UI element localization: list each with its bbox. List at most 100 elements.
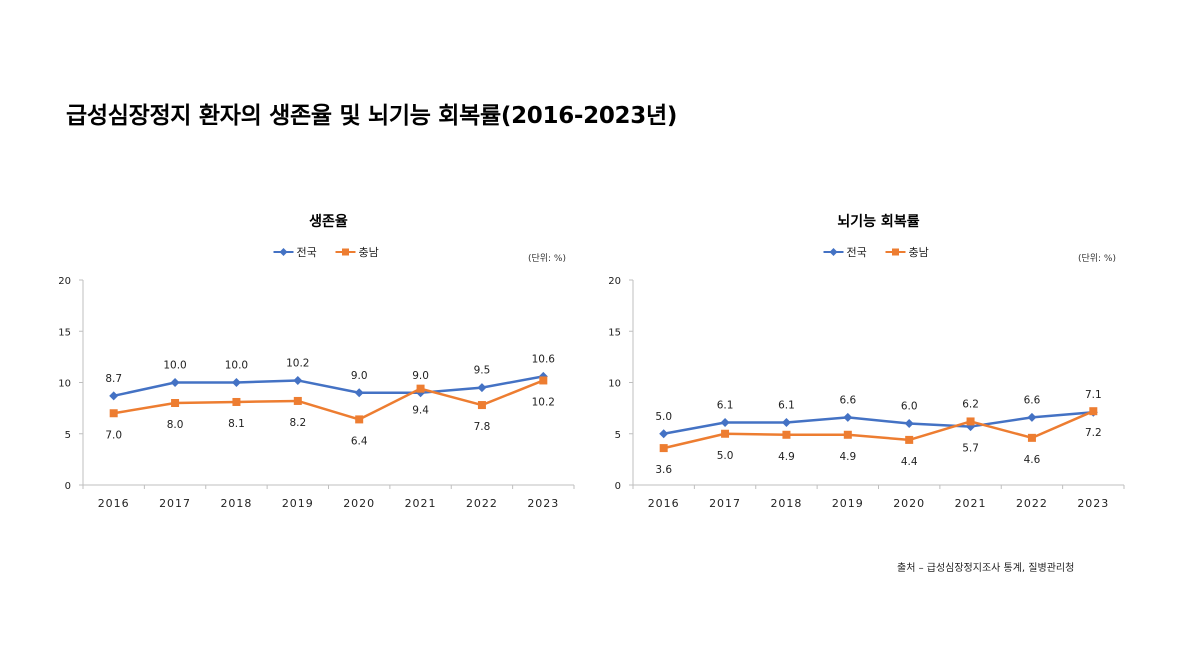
brain-recovery-chart: 뇌기능 회복률 (단위: %) 전국 충남 0 5 10 15 20 2016 2017 2018 20… — [608, 213, 1125, 510]
data-point-national — [170, 378, 180, 387]
data-label-national: 10.2 — [286, 357, 309, 369]
data-point-chungnam — [109, 409, 118, 418]
data-label-national: 5.0 — [655, 411, 672, 423]
page-title: 급성심장정지 환자의 생존율 및 뇌기능 회복률(2016-2023년) — [66, 103, 678, 129]
data-point-national — [904, 419, 914, 428]
data-point-national — [293, 375, 303, 385]
legend-marker-chungnam — [342, 248, 349, 256]
legend-label: 전국 — [297, 246, 317, 259]
x-tick-label: 2022 — [1016, 497, 1048, 510]
data-point-chungnam — [171, 399, 180, 407]
legend-marker-national — [279, 248, 288, 256]
x-tick-label: 2022 — [466, 497, 498, 510]
legend-label: 충남 — [909, 246, 929, 259]
data-point-national — [843, 412, 853, 422]
data-point-chungnam — [1027, 433, 1036, 442]
data-point-national — [1027, 412, 1037, 422]
x-tick-label: 2020 — [343, 497, 375, 510]
data-label-chungnam: 5.0 — [717, 450, 734, 462]
source-note: 출처 – 급성심장정지조사 통계, 질병관리청 — [897, 563, 1075, 574]
data-point-national — [659, 429, 669, 439]
series-line-chungnam — [663, 410, 1094, 450]
y-tick-label: 15 — [58, 327, 71, 338]
data-label-chungnam: 7.0 — [105, 429, 122, 441]
data-point-national — [720, 417, 730, 427]
survival-rate-chart: 생존율 (단위: %) 전국 충남 0 5 10 15 20 2016 2017 2018 2019 20… — [58, 213, 575, 510]
x-tick-label: 2021 — [955, 497, 987, 510]
y-tick-label: 20 — [58, 276, 71, 287]
x-tick-label: 2018 — [220, 497, 252, 510]
y-tick-label: 15 — [608, 327, 621, 338]
legend-marker-national — [829, 248, 838, 256]
data-point-chungnam — [659, 444, 668, 453]
data-label-chungnam: 6.2 — [962, 398, 979, 410]
data-label-chungnam: 4.4 — [901, 456, 918, 468]
y-tick-label: 10 — [608, 379, 621, 390]
x-tick-label: 2023 — [1077, 497, 1109, 510]
legend-marker-chungnam — [892, 248, 899, 256]
x-tick-label: 2021 — [405, 497, 437, 510]
data-point-chungnam — [477, 401, 486, 410]
data-label-national: 6.0 — [901, 401, 918, 413]
data-label-national: 6.6 — [1024, 394, 1041, 406]
data-label-national: 5.7 — [962, 443, 979, 455]
legend-label: 전국 — [847, 246, 867, 259]
data-point-national — [109, 391, 119, 401]
data-label-national: 9.0 — [351, 370, 368, 382]
y-tick-label: 20 — [608, 276, 621, 287]
y-tick-label: 0 — [615, 481, 621, 492]
x-tick-label: 2016 — [648, 497, 680, 510]
data-label-chungnam: 8.0 — [167, 419, 184, 431]
unit-note: (단위: %) — [528, 253, 566, 264]
data-label-national: 6.1 — [778, 399, 795, 411]
data-label-national: 8.7 — [105, 373, 122, 385]
data-label-national: 6.1 — [717, 399, 734, 411]
data-label-chungnam: 6.4 — [351, 435, 368, 447]
data-point-chungnam — [721, 429, 730, 438]
x-tick-label: 2023 — [527, 497, 559, 510]
chart-title: 생존율 — [309, 213, 348, 230]
y-tick-label: 5 — [65, 430, 71, 441]
x-tick-label: 2017 — [159, 497, 191, 510]
data-point-chungnam — [966, 417, 975, 426]
data-point-chungnam — [416, 384, 425, 393]
data-label-national: 10.6 — [532, 353, 556, 365]
data-point-national — [354, 388, 364, 398]
x-tick-label: 2018 — [770, 497, 802, 510]
data-label-national: 10.0 — [163, 360, 186, 372]
unit-note: (단위: %) — [1078, 253, 1116, 264]
data-label-chungnam: 4.9 — [778, 451, 795, 463]
data-label-chungnam: 7.8 — [474, 421, 491, 433]
data-label-chungnam: 10.2 — [532, 396, 555, 408]
data-point-national — [477, 383, 487, 393]
data-point-chungnam — [355, 415, 364, 424]
data-point-chungnam — [1089, 407, 1098, 416]
data-point-chungnam — [782, 430, 791, 439]
data-label-chungnam: 8.2 — [289, 417, 306, 429]
series-line-national — [113, 375, 544, 398]
y-tick-label: 0 — [65, 481, 71, 492]
data-point-chungnam — [843, 430, 852, 439]
data-label-chungnam: 8.1 — [228, 418, 245, 430]
data-label-chungnam: 4.6 — [1024, 454, 1041, 466]
data-label-chungnam: 3.6 — [655, 464, 672, 476]
x-tick-label: 2020 — [893, 497, 925, 510]
x-tick-label: 2019 — [282, 497, 314, 510]
series-line-chungnam — [113, 379, 544, 421]
data-label-chungnam: 7.2 — [1085, 427, 1102, 439]
data-point-chungnam — [293, 396, 302, 405]
legend-label: 충남 — [359, 246, 379, 259]
series-line-national — [663, 410, 1094, 435]
data-point-national — [231, 378, 241, 387]
data-point-chungnam — [539, 376, 548, 385]
data-label-national: 7.1 — [1085, 389, 1102, 401]
data-label-national: 9.5 — [474, 365, 491, 377]
data-point-national — [781, 417, 791, 427]
data-point-chungnam — [905, 435, 914, 444]
x-tick-label: 2016 — [98, 497, 130, 510]
data-point-chungnam — [232, 397, 241, 406]
data-label-chungnam: 9.4 — [412, 405, 429, 417]
data-label-chungnam: 4.9 — [839, 451, 856, 463]
chart-title: 뇌기능 회복률 — [837, 213, 919, 230]
x-tick-label: 2019 — [832, 497, 864, 510]
